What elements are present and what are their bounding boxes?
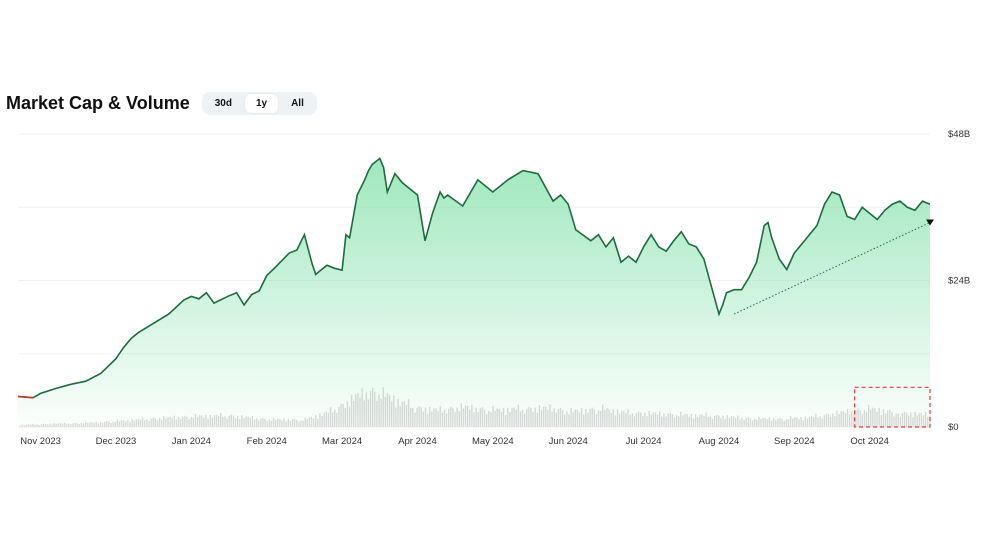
page-title: Market Cap & Volume: [6, 93, 190, 113]
range-tab-all[interactable]: All: [291, 98, 304, 109]
y-tick-label: $0: [948, 422, 959, 433]
x-tick-label: Jun 2024: [549, 436, 588, 447]
range-tab-30d[interactable]: 30d: [214, 98, 232, 109]
trendline-marker-icon: [926, 219, 934, 226]
market-cap-area: [18, 158, 930, 427]
y-tick-label: $48B: [948, 129, 970, 140]
highlight-box: [854, 386, 931, 428]
x-tick-label: Mar 2024: [322, 436, 362, 447]
market-cap-line: [17, 157, 931, 399]
start-segment: [17, 395, 34, 399]
x-tick-label: Oct 2024: [850, 436, 889, 447]
range-tab-1y[interactable]: 1y: [244, 94, 279, 113]
trendline: [733, 222, 931, 315]
x-tick-label: Sep 2024: [774, 436, 815, 447]
x-axis-ticks: Nov 2023 Dec 2023 Jan 2024 Feb 2024 Mar 2024…: [20, 436, 889, 447]
x-tick-label: Feb 2024: [247, 436, 287, 447]
range-tabs: 30d 1y All: [201, 92, 317, 115]
y-axis-ticks: $0 $24B $48B: [948, 129, 970, 433]
x-tick-label: Nov 2023: [20, 436, 61, 447]
y-tick-label: $24B: [948, 276, 970, 287]
annotations: [733, 219, 934, 428]
x-tick-label: Jan 2024: [172, 436, 211, 447]
x-tick-label: Dec 2023: [96, 436, 137, 447]
x-tick-label: May 2024: [472, 436, 514, 447]
x-tick-label: Jul 2024: [626, 436, 662, 447]
x-tick-label: Apr 2024: [398, 436, 437, 447]
chart-header: Market Cap & Volume 30d 1y All: [6, 92, 317, 115]
x-tick-label: Aug 2024: [699, 436, 740, 447]
